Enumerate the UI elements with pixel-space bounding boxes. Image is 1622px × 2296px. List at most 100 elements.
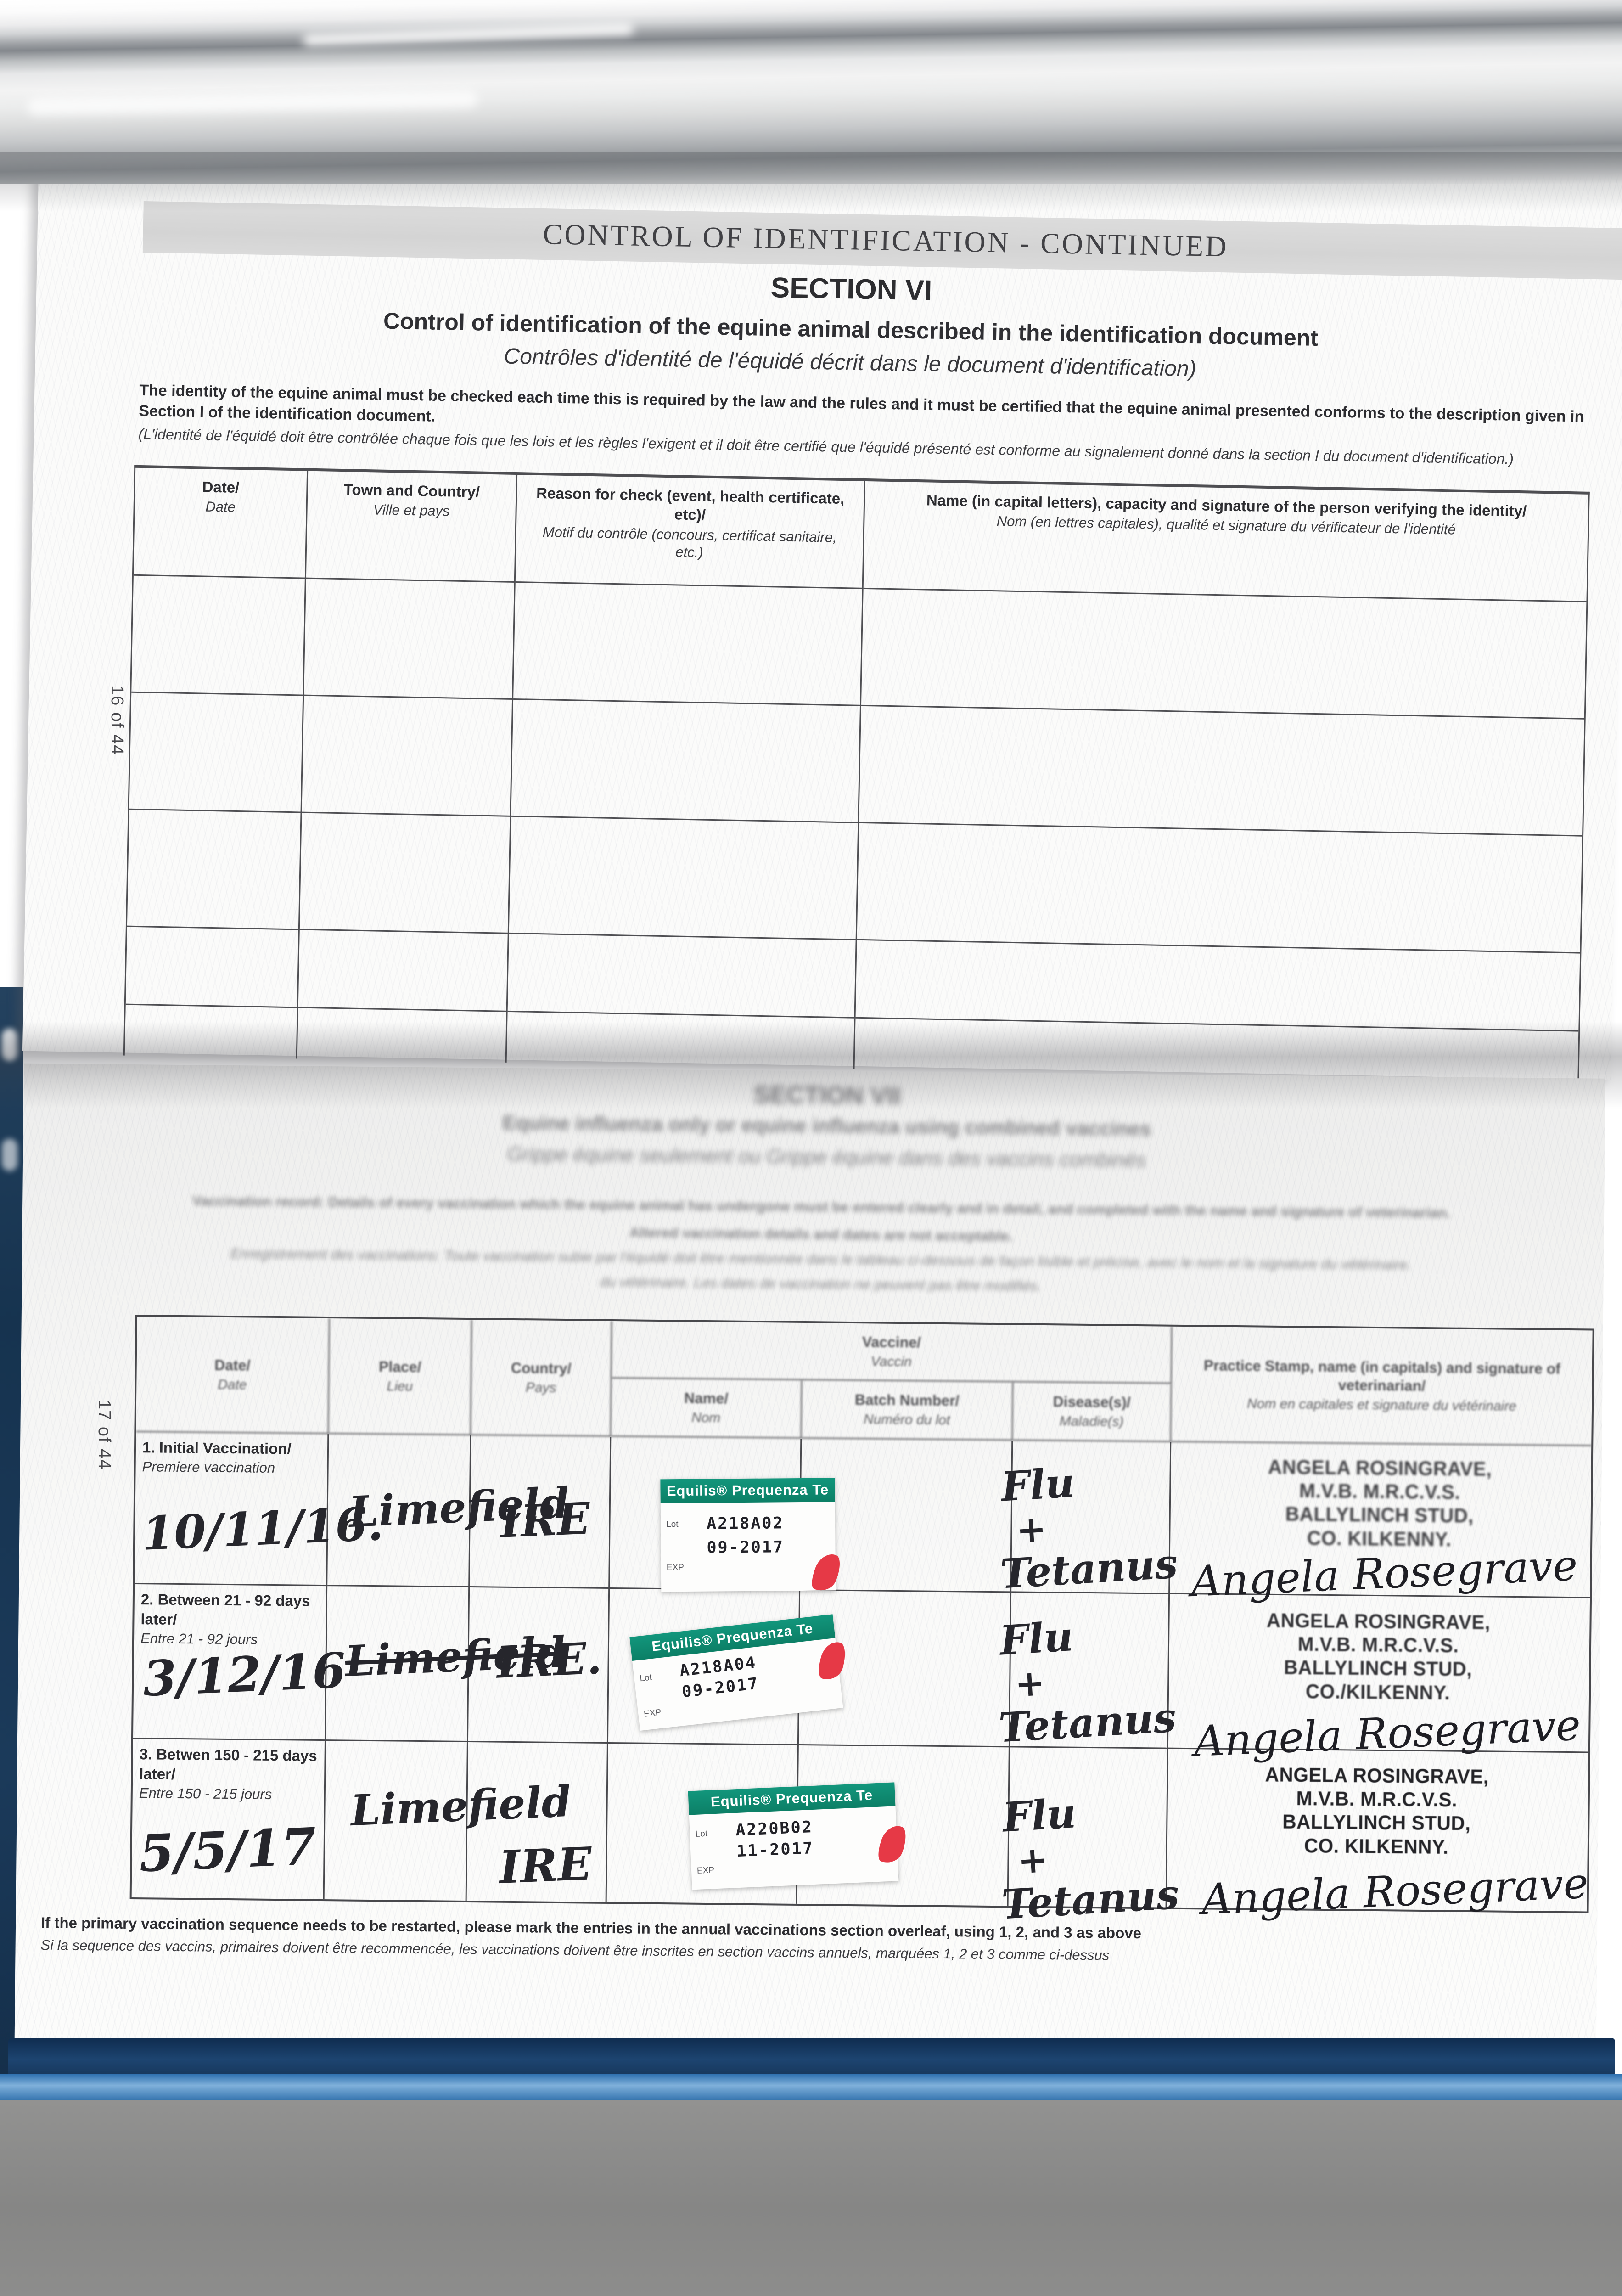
cover-glint <box>2 1139 17 1171</box>
passport-cover-edge-bottom <box>8 2038 1615 2077</box>
t1-header-town-fr: Ville et pays <box>373 501 450 519</box>
lower-page: SECTION VII Equine influenza only or equ… <box>14 1063 1605 2056</box>
expiry-date: 11-2017 <box>736 1839 814 1861</box>
scanner-background <box>0 2100 1622 2296</box>
row1-label-en: 1. Initial Vaccination/ <box>142 1439 292 1458</box>
lot-label: Lot <box>666 1519 679 1530</box>
t2-header-vaccine-name-fr: Nom <box>691 1410 721 1426</box>
t1-empty-cell <box>304 579 516 700</box>
t1-header-town-en: Town and Country/ <box>343 481 480 501</box>
vaccine-sticker-brand: Equilis® Prequenza Te <box>660 1478 835 1503</box>
vaccine-sticker-row1: Equilis® Prequenza Te Lot A218A02 09-201… <box>660 1478 845 1596</box>
t2-header-date-en: Date/ <box>214 1356 251 1374</box>
page-number-17: 17 of 44 <box>95 1400 114 1470</box>
t1-empty-cell <box>131 575 306 696</box>
t2-header-batch-en: Batch Number/ <box>854 1391 960 1409</box>
lot-number: A218A02 <box>706 1514 784 1533</box>
t1-header-date-fr: Date <box>205 498 236 516</box>
row1-label-fr: Premiere vaccination <box>142 1458 275 1476</box>
t1-empty-cell <box>125 927 300 1008</box>
gloss-streak <box>303 23 634 46</box>
t1-empty-cell <box>506 1012 856 1069</box>
row2-disease-handwriting: Flu + Tetanus <box>998 1612 1178 1751</box>
banner-title: CONTROL OF IDENTIFICATION - CONTINUED <box>543 217 1229 263</box>
t2-header-country-fr: Pays <box>525 1379 556 1396</box>
t1-header-reason-en: Reason for check (event, health certific… <box>536 484 845 523</box>
t2-header-vaccine-en: Vaccine/ <box>862 1334 921 1351</box>
row1-country-handwriting: IRE <box>499 1493 591 1548</box>
gloss-streak <box>27 90 478 116</box>
t2-header-disease-en: Disease(s)/ <box>1053 1393 1131 1411</box>
vaccination-table: Date/ Date Place/ Lieu Country/ Pays Vac… <box>129 1315 1594 1929</box>
t2-header-date: Date/ Date <box>136 1317 330 1435</box>
ghost-record-note-4: du vétérinaire. Les dates de vaccination… <box>600 1273 1042 1294</box>
t1-header-reason: Reason for check (event, health certific… <box>515 475 865 589</box>
t1-empty-cell <box>859 706 1584 837</box>
row3-country-handwriting: IRE <box>498 1837 593 1894</box>
t1-empty-cell <box>513 583 864 706</box>
t2-header-stamp: Practice Stamp, name (in capitals) and s… <box>1171 1326 1593 1446</box>
t2-header-disease-fr: Maladie(s) <box>1059 1413 1124 1429</box>
disease-flu: Flu <box>1001 1789 1078 1841</box>
intro-paragraph: The identity of the equine animal must b… <box>138 380 1622 471</box>
t1-empty-cell <box>127 810 302 930</box>
t1-empty-cell <box>861 589 1587 720</box>
lot-label: Lot <box>639 1672 653 1684</box>
t2-header-vaccine-name-en: Name/ <box>684 1390 729 1407</box>
disease-tetanus: Tetanus <box>999 1539 1179 1598</box>
t1-empty-cell <box>124 1005 298 1059</box>
t2-header-vaccine-fr: Vaccin <box>870 1354 912 1370</box>
t1-header-date: Date/ Date <box>133 467 309 579</box>
row2-vet-stamp: ANGELA ROSINGRAVE, M.V.B. M.R.C.V.S. BAL… <box>1185 1608 1571 1705</box>
t1-header-town: Town and Country/ Ville et pays <box>306 471 518 583</box>
t2-header-vaccine-name: Name/ Nom <box>611 1379 803 1439</box>
t2-header-place-en: Place/ <box>378 1358 421 1375</box>
ghost-record-note-2: Altered vaccination details and dates ar… <box>629 1224 1013 1244</box>
row3-label-en: 3. Betwen 150 - 215 days later/ <box>139 1745 317 1783</box>
t2-header-batch: Batch Number/ Numéro du lot <box>802 1380 1014 1441</box>
ghost-subtitle-fr: Grippe équine seulement ou Grippe équine… <box>507 1142 1146 1172</box>
disease-tetanus: Tetanus <box>997 1693 1178 1752</box>
t2-header-date-fr: Date <box>218 1377 247 1393</box>
vaccine-sticker-body: Lot A218A02 09-2017 EXP <box>661 1502 845 1596</box>
t2-header-place-fr: Lieu <box>387 1379 413 1394</box>
upper-page: CONTROL OF IDENTIFICATION - CONTINUED SE… <box>22 139 1622 1082</box>
row2-country-handwriting: IRE. <box>495 1632 603 1688</box>
t1-header-date-en: Date/ <box>202 478 240 496</box>
t1-header-name: Name (in capital letters), capacity and … <box>863 481 1588 602</box>
t1-empty-cell <box>855 940 1580 1032</box>
ghost-record-note-1: Vaccination record: Details of every vac… <box>192 1193 1451 1221</box>
stamp-line: CO./KILKENNY. <box>1305 1680 1450 1704</box>
row1-vet-stamp: ANGELA ROSINGRAVE, M.V.B. M.R.C.V.S. BAL… <box>1186 1454 1573 1552</box>
t1-empty-cell <box>857 823 1583 954</box>
t1-empty-cell <box>509 816 859 940</box>
exp-label: EXP <box>666 1562 684 1573</box>
t1-empty-cell <box>298 930 509 1012</box>
row1-disease-handwriting: Flu + Tetanus <box>999 1458 1179 1598</box>
row3-date-handwriting: 5/5/17 <box>138 1816 318 1884</box>
t1-empty-cell <box>297 1008 508 1063</box>
t1-empty-cell <box>507 934 857 1019</box>
identification-check-table: Date/ Date Town and Country/ Ville et pa… <box>123 465 1590 1082</box>
stamp-line: CO. KILKENNY. <box>1304 1834 1449 1858</box>
vaccine-sticker-row3: Equilis® Prequenza Te Lot A220B02 11-201… <box>688 1782 910 1890</box>
t2-header-stamp-fr: Nom en capitales et signature du vétérin… <box>1246 1396 1517 1414</box>
vaccine-sticker-body: Lot A220B02 11-2017 EXP <box>689 1806 910 1890</box>
page-number-16: 16 of 44 <box>107 685 127 756</box>
disease-tetanus: Tetanus <box>1000 1870 1181 1929</box>
t2-header-disease: Disease(s)/ Maladie(s) <box>1013 1382 1172 1442</box>
row1-date-handwriting: 10/11/16. <box>141 1496 385 1561</box>
exp-label: EXP <box>643 1707 662 1719</box>
exp-label: EXP <box>696 1865 715 1876</box>
t2-header-stamp-en: Practice Stamp, name (in capitals) and s… <box>1203 1357 1561 1394</box>
t2-header-place: Place/ Lieu <box>329 1318 472 1436</box>
scanner-roll-highlight <box>0 0 1622 184</box>
cover-glint <box>2 1029 17 1061</box>
lot-number: A220B02 <box>735 1818 814 1840</box>
t1-empty-cell <box>511 699 861 823</box>
t1-empty-cell <box>129 692 304 813</box>
row2-date-handwriting: 3/12/16 <box>141 1641 347 1707</box>
t1-header-reason-fr: Motif du contrôle (concours, certificat … <box>542 523 837 561</box>
disease-flu: Flu <box>998 1612 1075 1665</box>
t1-empty-cell <box>299 813 511 934</box>
